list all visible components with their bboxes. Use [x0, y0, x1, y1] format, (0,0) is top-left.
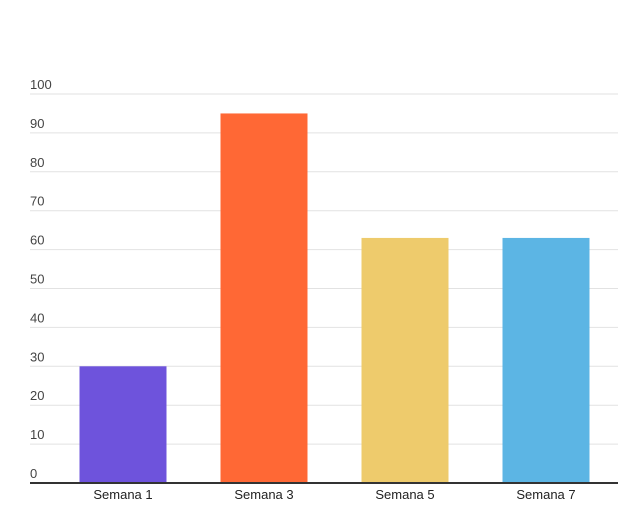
- x-category-label: Semana 7: [516, 487, 575, 502]
- y-tick-label: 40: [30, 310, 44, 325]
- y-tick-label: 90: [30, 116, 44, 131]
- x-category-label: Semana 3: [234, 487, 293, 502]
- y-axis-tick-labels: 0 10 20 30 40 50 60 70 80 90 100: [30, 77, 52, 481]
- bar-semana-1: [79, 366, 167, 483]
- y-tick-label: 10: [30, 427, 44, 442]
- y-tick-label: 50: [30, 272, 44, 287]
- y-tick-label: 70: [30, 194, 44, 209]
- y-tick-label: 60: [30, 233, 44, 248]
- bar-semana-7: [502, 237, 590, 483]
- bar-semana-5: [361, 237, 449, 483]
- x-category-label: Semana 5: [375, 487, 434, 502]
- bars: [79, 113, 590, 483]
- y-tick-label: 20: [30, 388, 44, 403]
- bar-semana-3: [220, 113, 308, 483]
- x-category-label: Semana 1: [93, 487, 152, 502]
- y-tick-label: 0: [30, 466, 37, 481]
- y-tick-label: 100: [30, 77, 52, 92]
- y-tick-label: 30: [30, 349, 44, 364]
- y-tick-label: 80: [30, 155, 44, 170]
- x-axis-category-labels: Semana 1 Semana 3 Semana 5 Semana 7: [93, 487, 575, 502]
